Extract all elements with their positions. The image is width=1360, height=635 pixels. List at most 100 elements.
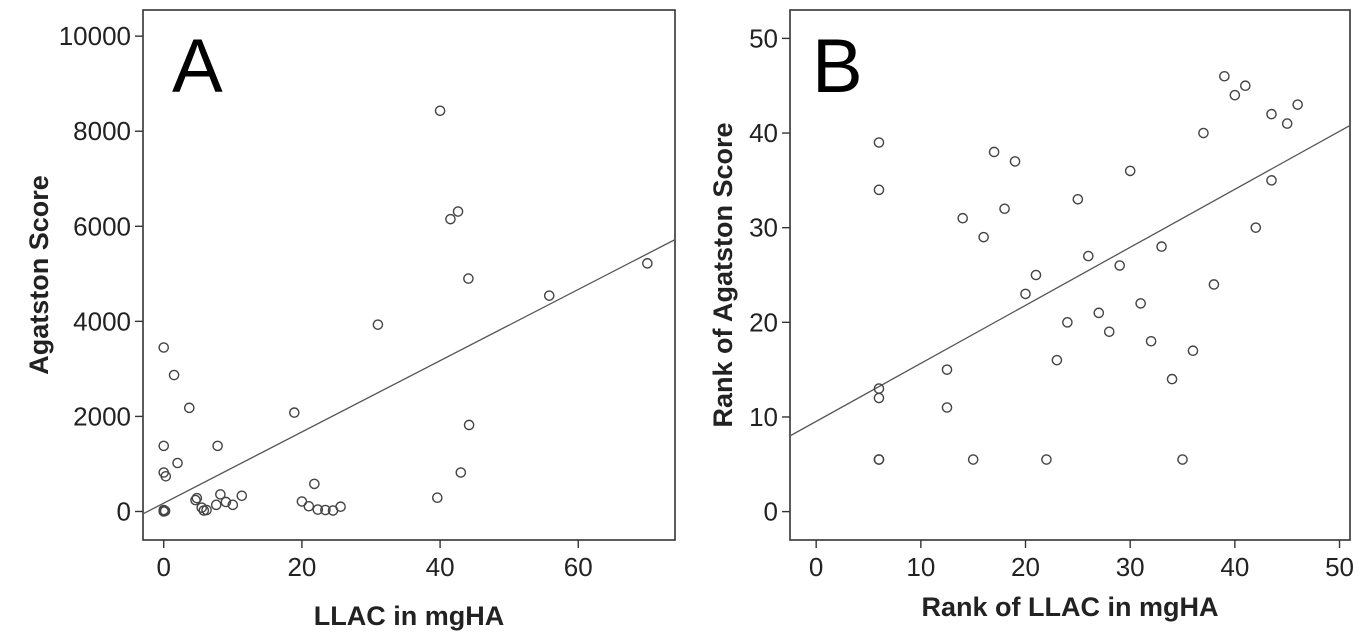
panel-b-data-point <box>978 231 989 243</box>
panel-b-data-point <box>1266 175 1277 186</box>
panel-a-data-point <box>227 499 239 511</box>
panel-a-data-point <box>434 105 446 117</box>
panel-a-data-point <box>335 501 346 513</box>
panel-a-y-tick-label: 4000 <box>73 306 131 336</box>
panel-b-data-point <box>941 402 953 413</box>
panel-a-data-point <box>158 440 170 452</box>
panel-a-y-tick-label: 10000 <box>59 21 131 51</box>
panel-b-data-point <box>1156 241 1167 252</box>
panel-b-data-point <box>1281 118 1293 129</box>
panel-a-y-axis-label: Agatston Score <box>24 175 54 375</box>
panel-b-data-point <box>1177 454 1188 465</box>
panel-b-data-point <box>1208 279 1220 290</box>
panel-b-data-point <box>1219 70 1230 82</box>
panel-b-data-point <box>1135 298 1146 309</box>
panel-a-data-point <box>309 478 320 490</box>
panel-b-data-point <box>1062 317 1073 328</box>
panel-a-letter: A <box>172 24 223 109</box>
panel-a-data-point <box>463 419 475 431</box>
panel-a-data-point <box>445 213 456 225</box>
panel-b-y-tick-label: 50 <box>749 23 778 53</box>
panel-b-data-point <box>1124 165 1136 177</box>
panel-a-data-point <box>220 496 232 508</box>
panel-a-data-point <box>212 440 223 452</box>
panel-b-y-tick-label: 0 <box>764 497 778 527</box>
panel-a-data-point <box>463 273 474 284</box>
panel-a-fit-line <box>143 239 675 515</box>
panel-b-data-point <box>999 203 1010 215</box>
panel-b-data-point <box>1083 250 1094 262</box>
panel-a-data-point <box>191 492 203 504</box>
panel-a-data-point <box>168 369 180 381</box>
panel-b-x-tick-label: 20 <box>1011 552 1040 582</box>
panel-b-plot-frame <box>789 9 1351 541</box>
panel-b-data-point <box>1103 326 1115 338</box>
panel-b-x-tick-label: 50 <box>1325 552 1354 582</box>
panel-b-y-tick-label: 20 <box>749 307 778 337</box>
panel-a-data-point <box>159 505 171 517</box>
panel-a-data-point <box>160 471 172 482</box>
panel-a-x-tick-label: 60 <box>564 552 593 582</box>
panel-a-data-point <box>201 504 212 516</box>
panel-a-plot-frame <box>142 9 676 541</box>
panel-b-x-tick-label: 40 <box>1220 552 1249 582</box>
panel-b-data-point <box>1250 222 1262 233</box>
panel-b-data-point <box>1198 127 1209 139</box>
panel-a-y-tick-label: 6000 <box>73 211 131 241</box>
panel-a-data-point <box>312 504 324 515</box>
panel-b-data-point <box>1114 260 1126 271</box>
panel-b-y-tick-label: 10 <box>749 402 778 432</box>
panel-b-data-point <box>988 146 1000 158</box>
panel-a-data-point <box>642 258 653 269</box>
panel-b-data-point <box>941 364 953 375</box>
panel-a-data-point <box>303 500 315 512</box>
panel-b-x-axis-label: Rank of LLAC in mgHA <box>922 592 1219 622</box>
panel-b-x-tick-label: 0 <box>809 552 823 582</box>
panel-b-chart: 0 10 20 30 40 50 0 10 20 30 40 50 B Rank of LLAC in m… <box>708 9 1354 622</box>
panel-b-data-point <box>967 454 979 465</box>
panel-a-data-point <box>172 457 183 469</box>
panel-b-data-point <box>1266 108 1277 120</box>
panel-a-y-tick-label: 8000 <box>73 116 131 146</box>
panel-a-x-tick-label: 0 <box>156 552 170 582</box>
panel-a-x-tick-label: 20 <box>287 552 316 582</box>
panel-a-y-tick-label: 2000 <box>73 401 131 431</box>
panel-a-x-tick-label: 40 <box>426 552 455 582</box>
panel-a-data-point <box>543 290 555 301</box>
panel-b-data-point <box>1240 80 1251 92</box>
panel-a-data-point <box>183 402 195 414</box>
panel-b-data-point <box>1093 307 1105 319</box>
panel-b-data-point <box>1072 193 1084 205</box>
panel-a-data-point <box>289 407 300 418</box>
panel-b-data-point <box>873 137 885 148</box>
panel-a-data-point <box>215 489 226 500</box>
panel-a-data-point <box>158 342 170 353</box>
panel-b-data-point <box>1030 269 1042 281</box>
panel-b-y-axis-label: Rank of Agatston Score <box>708 122 738 427</box>
panel-a-data-point <box>196 502 208 513</box>
panel-b-letter: B <box>812 24 863 109</box>
panel-b-data-point <box>873 392 885 404</box>
panel-a-data-point <box>210 499 222 511</box>
panel-a-data-point <box>432 492 443 503</box>
panel-b-data-point <box>873 454 885 465</box>
panel-b-data-point <box>1020 288 1031 300</box>
panel-b-data-point <box>1041 454 1052 465</box>
panel-b-data-point <box>957 212 969 224</box>
panel-a-data-point <box>190 494 201 506</box>
panel-b-x-tick-label: 30 <box>1116 552 1145 582</box>
panel-b-data-point <box>1229 89 1241 101</box>
panel-a-data-point <box>236 490 248 502</box>
panel-b-data-point <box>873 184 885 196</box>
panel-b-data-point <box>1166 373 1178 385</box>
panel-a-data-point <box>372 319 384 330</box>
panel-a-data-point <box>455 467 467 478</box>
panel-a-data-point <box>452 206 464 217</box>
panel-b-y-tick-label: 30 <box>749 213 778 243</box>
panel-b-data-point <box>1187 345 1199 357</box>
panel-a-y-tick-label: 0 <box>117 496 131 526</box>
panel-a-data-point <box>320 504 331 516</box>
panel-b-data-point <box>1009 156 1021 167</box>
panel-b-data-point <box>1051 354 1063 366</box>
